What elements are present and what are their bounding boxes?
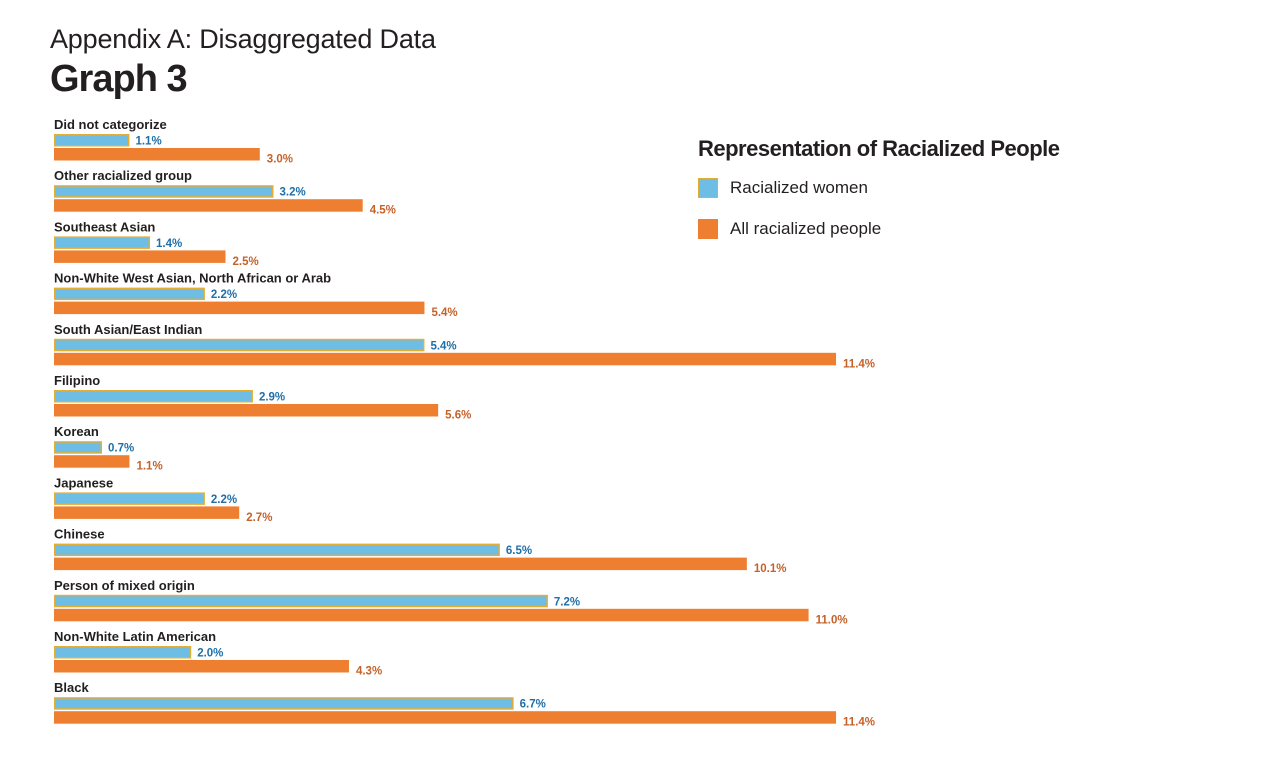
- bar-all-racialized-people-other-racialized-group: [54, 199, 363, 212]
- category-label-southeast-asian: Southeast Asian: [54, 219, 155, 234]
- bar-racialized-women-black: [54, 697, 514, 710]
- bar-all-racialized-people-japanese: [54, 506, 240, 519]
- legend-label-racialized-women: Racialized women: [730, 178, 868, 197]
- legend-item-all-racialized-people: All racialized people: [698, 217, 1059, 241]
- value-label-all-racialized-people-chinese: 10.1%: [754, 563, 787, 575]
- value-label-racialized-women-black: 6.7%: [520, 699, 546, 711]
- category-label-filipino: Filipino: [54, 373, 100, 388]
- category-label-japanese: Japanese: [54, 475, 113, 490]
- value-label-racialized-women-non-white-latin-american: 2.0%: [197, 648, 223, 660]
- bar-all-racialized-people-person-of-mixed-origin: [54, 608, 809, 622]
- bar-racialized-women-chinese: [54, 543, 500, 557]
- value-label-racialized-women-other-racialized-group: 3.2%: [280, 187, 306, 199]
- legend-title: Representation of Racialized People: [698, 136, 1060, 161]
- value-label-racialized-women-japanese: 2.2%: [211, 494, 237, 506]
- bar-all-racialized-people-filipino: [54, 404, 439, 417]
- bar-racialized-women-japanese: [54, 492, 205, 505]
- category-label-non-white-west-asian-north-african-or-arab: Non-White West Asian, North African or A…: [54, 271, 331, 286]
- category-label-non-white-latin-american: Non-White Latin American: [54, 629, 216, 644]
- category-label-korean: Korean: [54, 424, 99, 439]
- value-label-all-racialized-people-did-not-categorize: 3.0%: [267, 154, 293, 166]
- value-label-racialized-women-southeast-asian: 1.4%: [156, 238, 182, 250]
- value-label-racialized-women-did-not-categorize: 1.1%: [135, 136, 161, 148]
- bar-all-racialized-people-south-asian-east-indian: [54, 352, 837, 366]
- bar-racialized-women-did-not-categorize: [54, 134, 130, 147]
- bar-racialized-women-southeast-asian: [54, 236, 151, 249]
- value-label-all-racialized-people-southeast-asian: 2.5%: [233, 256, 259, 268]
- value-label-racialized-women-chinese: 6.5%: [506, 545, 532, 557]
- value-label-all-racialized-people-south-asian-east-indian: 11.4%: [843, 358, 875, 370]
- legend-label-all-racialized-people: All racialized people: [730, 219, 882, 238]
- appendix-title: Appendix A: Disaggregated Data: [50, 24, 436, 54]
- value-label-racialized-women-filipino: 2.9%: [259, 392, 285, 404]
- bar-all-racialized-people-chinese: [54, 557, 747, 571]
- value-label-all-racialized-people-filipino: 5.6%: [445, 410, 471, 422]
- bar-racialized-women-south-asian-east-indian: [54, 338, 425, 352]
- value-label-all-racialized-people-japanese: 2.7%: [246, 512, 272, 524]
- category-label-did-not-categorize: Did not categorize: [54, 117, 167, 132]
- category-label-south-asian-east-indian: South Asian/East Indian: [54, 322, 202, 337]
- value-label-all-racialized-people-non-white-west-asian-north-african-or-arab: 5.4%: [431, 307, 457, 319]
- value-label-all-racialized-people-person-of-mixed-origin: 11.0%: [816, 614, 848, 626]
- graph-title: Graph 3: [50, 58, 188, 100]
- category-label-chinese: Chinese: [54, 527, 105, 542]
- bar-all-racialized-people-southeast-asian: [54, 250, 226, 263]
- value-label-racialized-women-non-white-west-asian-north-african-or-arab: 2.2%: [211, 289, 237, 301]
- bar-all-racialized-people-black: [54, 711, 837, 724]
- value-label-all-racialized-people-non-white-latin-american: 4.3%: [356, 666, 382, 678]
- bar-racialized-women-non-white-latin-american: [54, 646, 192, 659]
- category-label-person-of-mixed-origin: Person of mixed origin: [54, 578, 195, 593]
- legend: Representation of Racialized People Raci…: [698, 136, 1060, 258]
- value-label-racialized-women-korean: 0.7%: [108, 443, 134, 455]
- bar-all-racialized-people-did-not-categorize: [54, 148, 260, 161]
- value-label-racialized-women-person-of-mixed-origin: 7.2%: [554, 596, 580, 608]
- value-label-racialized-women-south-asian-east-indian: 5.4%: [430, 340, 456, 352]
- legend-swatch-racialized-women: [698, 178, 718, 198]
- bar-racialized-women-non-white-west-asian-north-african-or-arab: [54, 287, 205, 301]
- category-label-black: Black: [54, 680, 89, 695]
- value-label-all-racialized-people-black: 11.4%: [843, 717, 875, 729]
- category-label-other-racialized-group: Other racialized group: [54, 168, 192, 183]
- bar-all-racialized-people-korean: [54, 455, 130, 468]
- bar-all-racialized-people-non-white-latin-american: [54, 660, 349, 673]
- value-label-all-racialized-people-korean: 1.1%: [136, 461, 162, 473]
- legend-item-racialized-women: Racialized women: [698, 176, 1059, 200]
- bar-racialized-women-person-of-mixed-origin: [54, 594, 548, 608]
- bar-racialized-women-korean: [54, 441, 103, 454]
- bar-racialized-women-filipino: [54, 390, 253, 403]
- value-label-all-racialized-people-other-racialized-group: 4.5%: [370, 205, 396, 217]
- legend-swatch-all-racialized-people: [698, 219, 718, 239]
- bar-racialized-women-other-racialized-group: [54, 185, 274, 198]
- bar-all-racialized-people-non-white-west-asian-north-african-or-arab: [54, 301, 425, 315]
